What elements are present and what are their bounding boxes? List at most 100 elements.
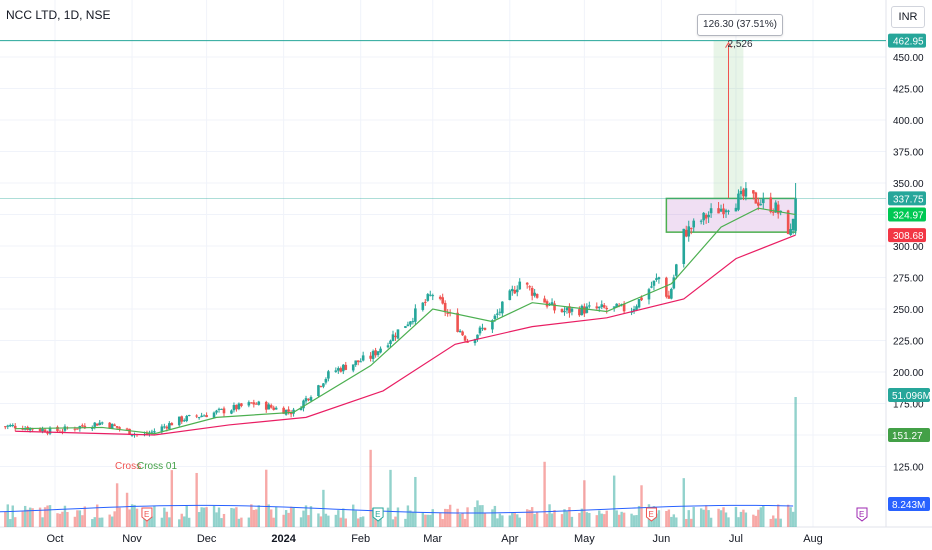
volume-bar [168, 517, 171, 527]
candle-body [376, 351, 380, 355]
volume-bar [491, 509, 494, 527]
volume-bar [125, 492, 129, 527]
volume-bar [222, 513, 226, 527]
candle-body [113, 424, 116, 426]
candle-body [264, 401, 268, 410]
volume-bar [180, 513, 183, 527]
volume-bar [759, 507, 763, 527]
volume-bar [205, 507, 208, 527]
volume-bar [640, 485, 643, 527]
volume-bar [692, 506, 695, 527]
candle-body [307, 398, 310, 401]
volume-bar [386, 507, 390, 527]
volume-bar [620, 511, 623, 527]
candle-body [458, 330, 462, 333]
candle-body [81, 425, 84, 427]
volume-bar [600, 513, 603, 527]
volume-bar [443, 508, 447, 527]
candle-body [391, 334, 395, 341]
volume-bar [530, 507, 534, 527]
volume-bar [215, 512, 218, 527]
volume-bar [563, 509, 566, 527]
candle-body [406, 324, 410, 326]
volume-bar [762, 505, 765, 527]
volume-bar [150, 516, 154, 527]
candle-body [46, 432, 49, 434]
volume-bar [657, 510, 661, 527]
candle-body [727, 210, 730, 212]
candle-body [197, 417, 201, 419]
symbol-title: NCC LTD, 1D, NSE [6, 8, 111, 22]
volume-bar [379, 516, 382, 527]
candle-body [304, 398, 308, 402]
candle-body [789, 229, 792, 235]
candle-body [550, 302, 554, 306]
volume-bar [83, 506, 87, 527]
volume-bar [197, 512, 201, 527]
candle-body [230, 410, 233, 414]
candle-body [665, 277, 668, 297]
candle-body [493, 315, 497, 320]
volume-bar [61, 511, 64, 527]
candle-body [396, 329, 400, 339]
volume-bar [389, 469, 392, 527]
candle-body [724, 210, 728, 213]
volume-bar [76, 510, 79, 527]
candle-body [675, 264, 678, 276]
volume-bar [240, 517, 243, 527]
candle-body [389, 340, 392, 345]
volume-bar [404, 518, 407, 527]
candle-body [786, 210, 790, 234]
volume-bar [786, 504, 790, 527]
volume-bar [178, 519, 181, 527]
volume-bar [272, 517, 275, 527]
volume-bar [757, 509, 760, 527]
volume-bar [108, 514, 111, 527]
x-tick-label: Jul [729, 533, 743, 545]
volume-bar [769, 518, 772, 527]
price-label-bg [888, 228, 926, 243]
candle-body [769, 197, 773, 213]
volume-bar [690, 518, 693, 527]
volume-bar [232, 508, 236, 527]
volume-bar [448, 504, 452, 527]
candle-body [791, 218, 795, 231]
candle-body [702, 212, 705, 221]
price-label: 462.95 [893, 37, 924, 48]
volume-bar [667, 509, 671, 527]
volume-bar [665, 510, 668, 527]
volume-bar [202, 507, 206, 527]
candle-body [535, 293, 539, 298]
candle-body [90, 427, 94, 429]
candle-body [441, 297, 444, 304]
candle-body [195, 415, 198, 417]
volume-bar [744, 512, 748, 527]
candle-body [182, 420, 186, 422]
candle-body [774, 202, 778, 213]
volume-bar [319, 516, 323, 527]
volume-bar [98, 517, 101, 527]
volume-bar [501, 515, 504, 527]
volume-bar [289, 506, 293, 527]
aux-label: 51.096M [892, 391, 931, 402]
y-tick-label: 200.00 [893, 368, 924, 379]
candle-body [498, 311, 502, 313]
volume-bar [257, 505, 260, 527]
volume-bar [421, 512, 425, 527]
volume-bar [309, 506, 313, 527]
volume-bar [441, 519, 444, 527]
candle-body [640, 297, 643, 301]
currency-button[interactable]: INR [891, 6, 925, 28]
volume-bar [580, 508, 584, 527]
volume-bar [791, 511, 795, 527]
volume-bar [550, 513, 554, 527]
candle-body [657, 277, 661, 280]
candle-body [568, 306, 571, 314]
candle-body [324, 378, 328, 383]
volume-bar [565, 511, 569, 527]
volume-bar [101, 517, 104, 527]
volume-bar [583, 480, 586, 527]
aux-label-bg [888, 428, 930, 442]
volume-bar [78, 510, 82, 527]
